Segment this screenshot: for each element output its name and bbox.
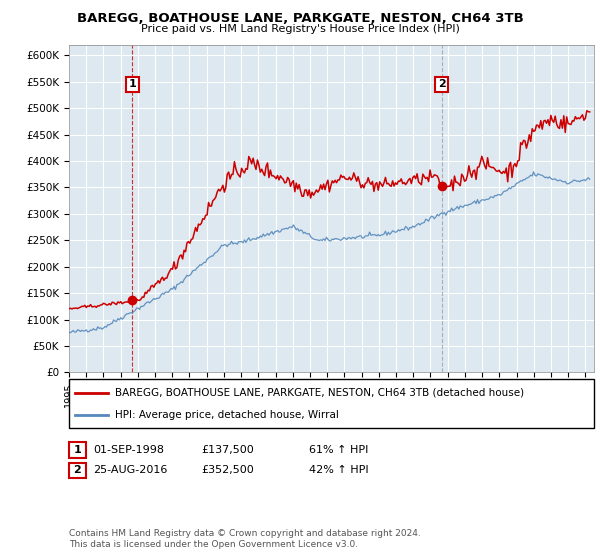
Text: 2: 2: [74, 465, 81, 475]
Text: 2: 2: [438, 80, 446, 90]
Text: 61% ↑ HPI: 61% ↑ HPI: [309, 445, 368, 455]
Text: 42% ↑ HPI: 42% ↑ HPI: [309, 465, 368, 475]
Text: 1: 1: [74, 445, 81, 455]
Text: 1: 1: [128, 80, 136, 90]
Text: Price paid vs. HM Land Registry's House Price Index (HPI): Price paid vs. HM Land Registry's House …: [140, 24, 460, 34]
Text: £352,500: £352,500: [201, 465, 254, 475]
Text: HPI: Average price, detached house, Wirral: HPI: Average price, detached house, Wirr…: [115, 409, 339, 419]
Text: BAREGG, BOATHOUSE LANE, PARKGATE, NESTON, CH64 3TB: BAREGG, BOATHOUSE LANE, PARKGATE, NESTON…: [77, 12, 523, 25]
Text: £137,500: £137,500: [201, 445, 254, 455]
Text: 01-SEP-1998: 01-SEP-1998: [93, 445, 164, 455]
Text: BAREGG, BOATHOUSE LANE, PARKGATE, NESTON, CH64 3TB (detached house): BAREGG, BOATHOUSE LANE, PARKGATE, NESTON…: [115, 388, 524, 398]
Text: 25-AUG-2016: 25-AUG-2016: [93, 465, 167, 475]
Text: Contains HM Land Registry data © Crown copyright and database right 2024.
This d: Contains HM Land Registry data © Crown c…: [69, 529, 421, 549]
